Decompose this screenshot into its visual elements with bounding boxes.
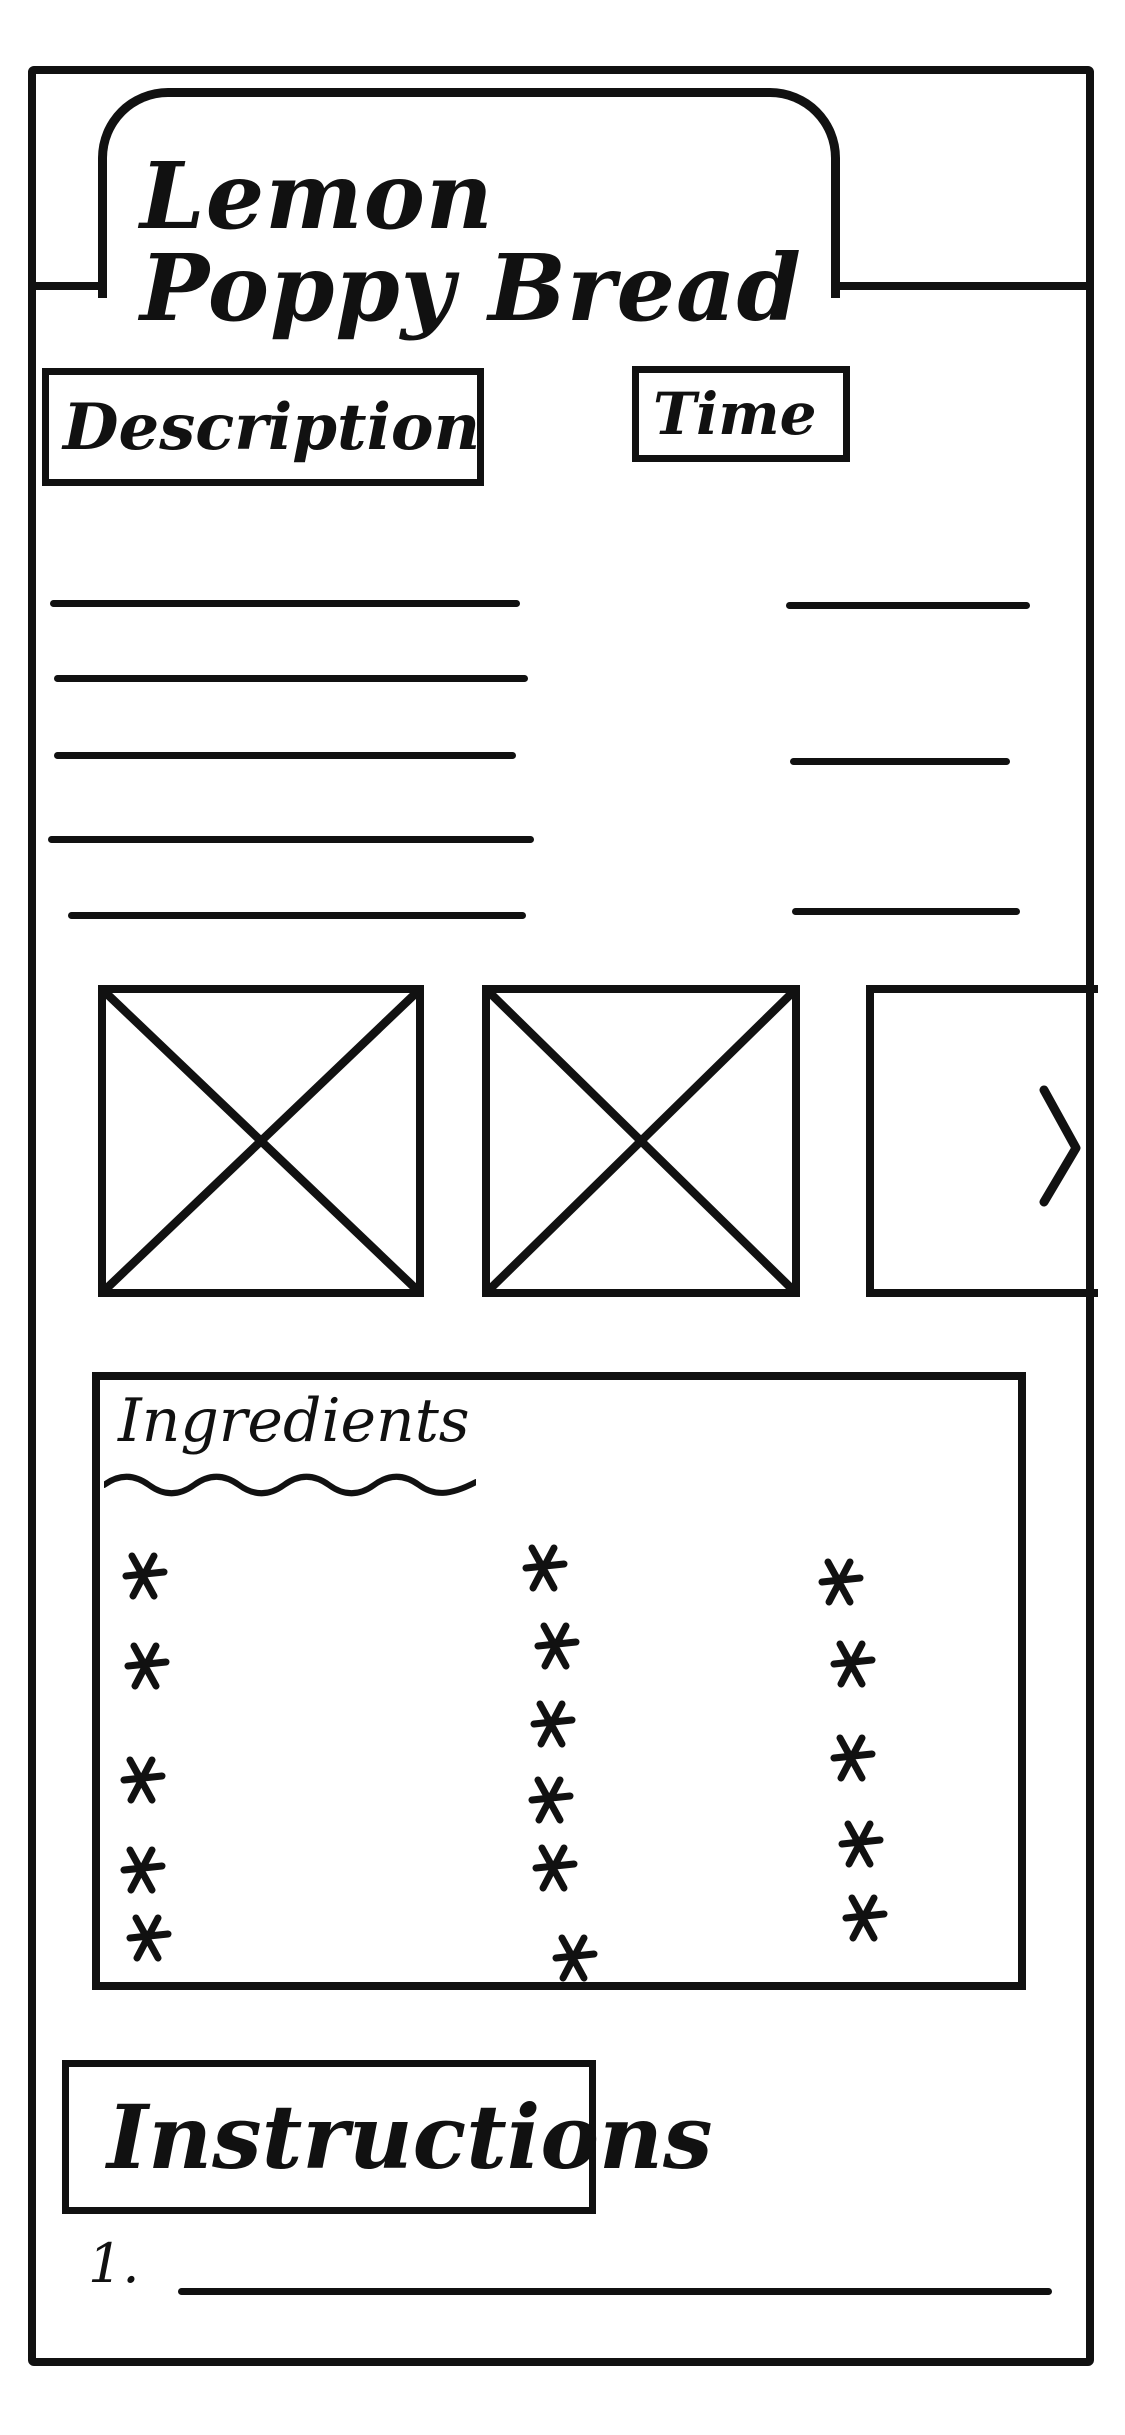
instruction-step-line [178,2288,1052,2295]
ingredients-title: Ingredients [118,1386,470,1456]
description-line [50,600,520,607]
asterisk-icon [120,1756,166,1804]
page-title: Lemon Poppy Bread [140,142,802,342]
description-line [68,912,526,919]
title-tab [98,88,840,298]
asterisk-icon [830,1734,876,1782]
asterisk-icon [528,1776,574,1824]
asterisk-icon [532,1844,578,1892]
image-placeholder-icon [490,993,792,1289]
time-line [790,758,1010,765]
instruction-step-number: 1. [88,2232,140,2295]
description-line [48,836,534,843]
asterisk-icon [552,1934,598,1982]
ingredients-panel [92,1372,1026,1990]
time-tab[interactable]: Time [632,366,850,462]
time-line [792,908,1020,915]
phone-frame [28,66,1094,2366]
recipe-image-2[interactable] [482,985,800,1297]
asterisk-icon [530,1700,576,1748]
recipe-image-3[interactable] [866,985,1098,1297]
asterisk-icon [842,1894,888,1942]
asterisk-icon [120,1846,166,1894]
asterisk-icon [522,1544,568,1592]
description-line [54,752,516,759]
instructions-tab[interactable]: Instructions [62,2060,713,2214]
asterisk-icon [818,1558,864,1606]
asterisk-icon [122,1552,168,1600]
asterisk-icon [830,1640,876,1688]
description-line [54,675,528,682]
asterisk-icon [124,1642,170,1690]
recipe-image-1[interactable] [98,985,424,1297]
asterisk-icon [126,1914,172,1962]
time-line [786,602,1030,609]
wavy-underline [104,1473,476,1497]
asterisk-icon [534,1622,580,1670]
description-tab[interactable]: Description [42,368,484,486]
asterisk-icon [838,1820,884,1868]
chevron-right-icon[interactable] [1036,1080,1084,1210]
image-placeholder-icon [106,993,416,1289]
